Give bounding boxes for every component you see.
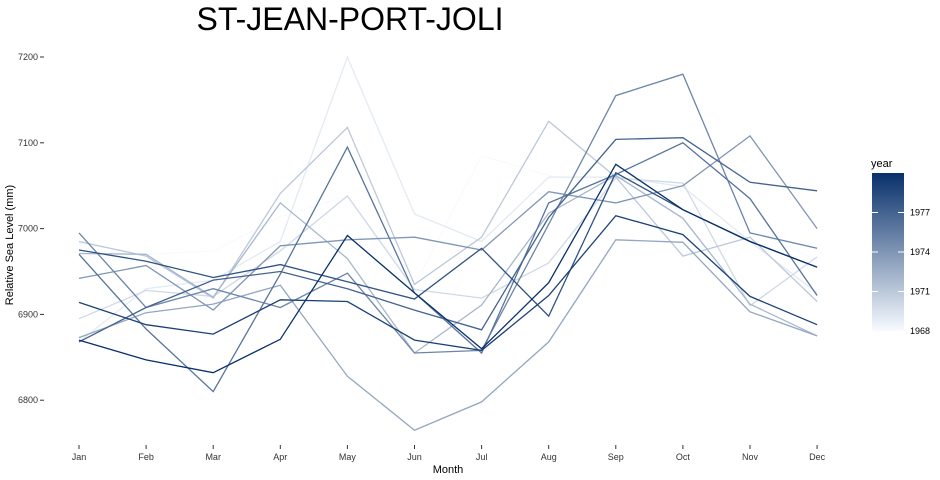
series-line-1976	[78, 142, 818, 393]
series-line-1979	[78, 214, 818, 352]
x-tick-label: Apr	[273, 452, 287, 462]
series-line-1975	[78, 73, 818, 354]
legend-label: 1974	[910, 247, 930, 257]
x-tick-label: Oct	[676, 452, 691, 462]
y-axis: 6800 6900 7000 7100 7200	[18, 52, 44, 405]
x-axis-title: Month	[433, 464, 464, 476]
series-line-1971	[78, 120, 818, 302]
legend-title: year	[871, 158, 893, 170]
series-line-1977	[78, 137, 818, 343]
x-axis: Jan Feb Mar Apr May Jun Jul Aug Sep Oct Nov Dec	[72, 445, 826, 462]
x-tick-label: Dec	[809, 452, 826, 462]
x-tick-label: May	[339, 452, 357, 462]
series-line-1970	[78, 177, 818, 320]
series-line-1972	[78, 174, 818, 354]
legend: year 1977 1974 1971 1968	[871, 158, 930, 336]
y-tick-label: 6800	[18, 395, 38, 405]
x-tick-label: Sep	[608, 452, 624, 462]
x-tick-label: Nov	[742, 452, 759, 462]
y-tick-label: 7100	[18, 138, 38, 148]
legend-label: 1968	[910, 326, 930, 336]
legend-label: 1977	[910, 208, 930, 218]
y-tick-label: 7200	[18, 52, 38, 62]
series-line-1968	[78, 154, 818, 287]
series-line-1974	[78, 134, 818, 311]
x-tick-label: Jan	[72, 452, 87, 462]
x-tick-label: Feb	[138, 452, 154, 462]
y-axis-title: Relative Sea Level (mm)	[4, 185, 16, 305]
plot-area	[78, 55, 818, 431]
x-tick-label: Jun	[407, 452, 422, 462]
series-line-1973	[78, 239, 818, 431]
series-line-1969	[78, 55, 818, 343]
x-tick-label: Mar	[205, 452, 221, 462]
x-tick-label: Jul	[476, 452, 488, 462]
legend-label: 1971	[910, 287, 930, 297]
chart-title: ST-JEAN-PORT-JOLI	[196, 1, 503, 37]
y-tick-label: 6900	[18, 309, 38, 319]
x-tick-label: Aug	[541, 452, 557, 462]
y-tick-label: 7000	[18, 224, 38, 234]
series-line-1980	[78, 163, 818, 374]
